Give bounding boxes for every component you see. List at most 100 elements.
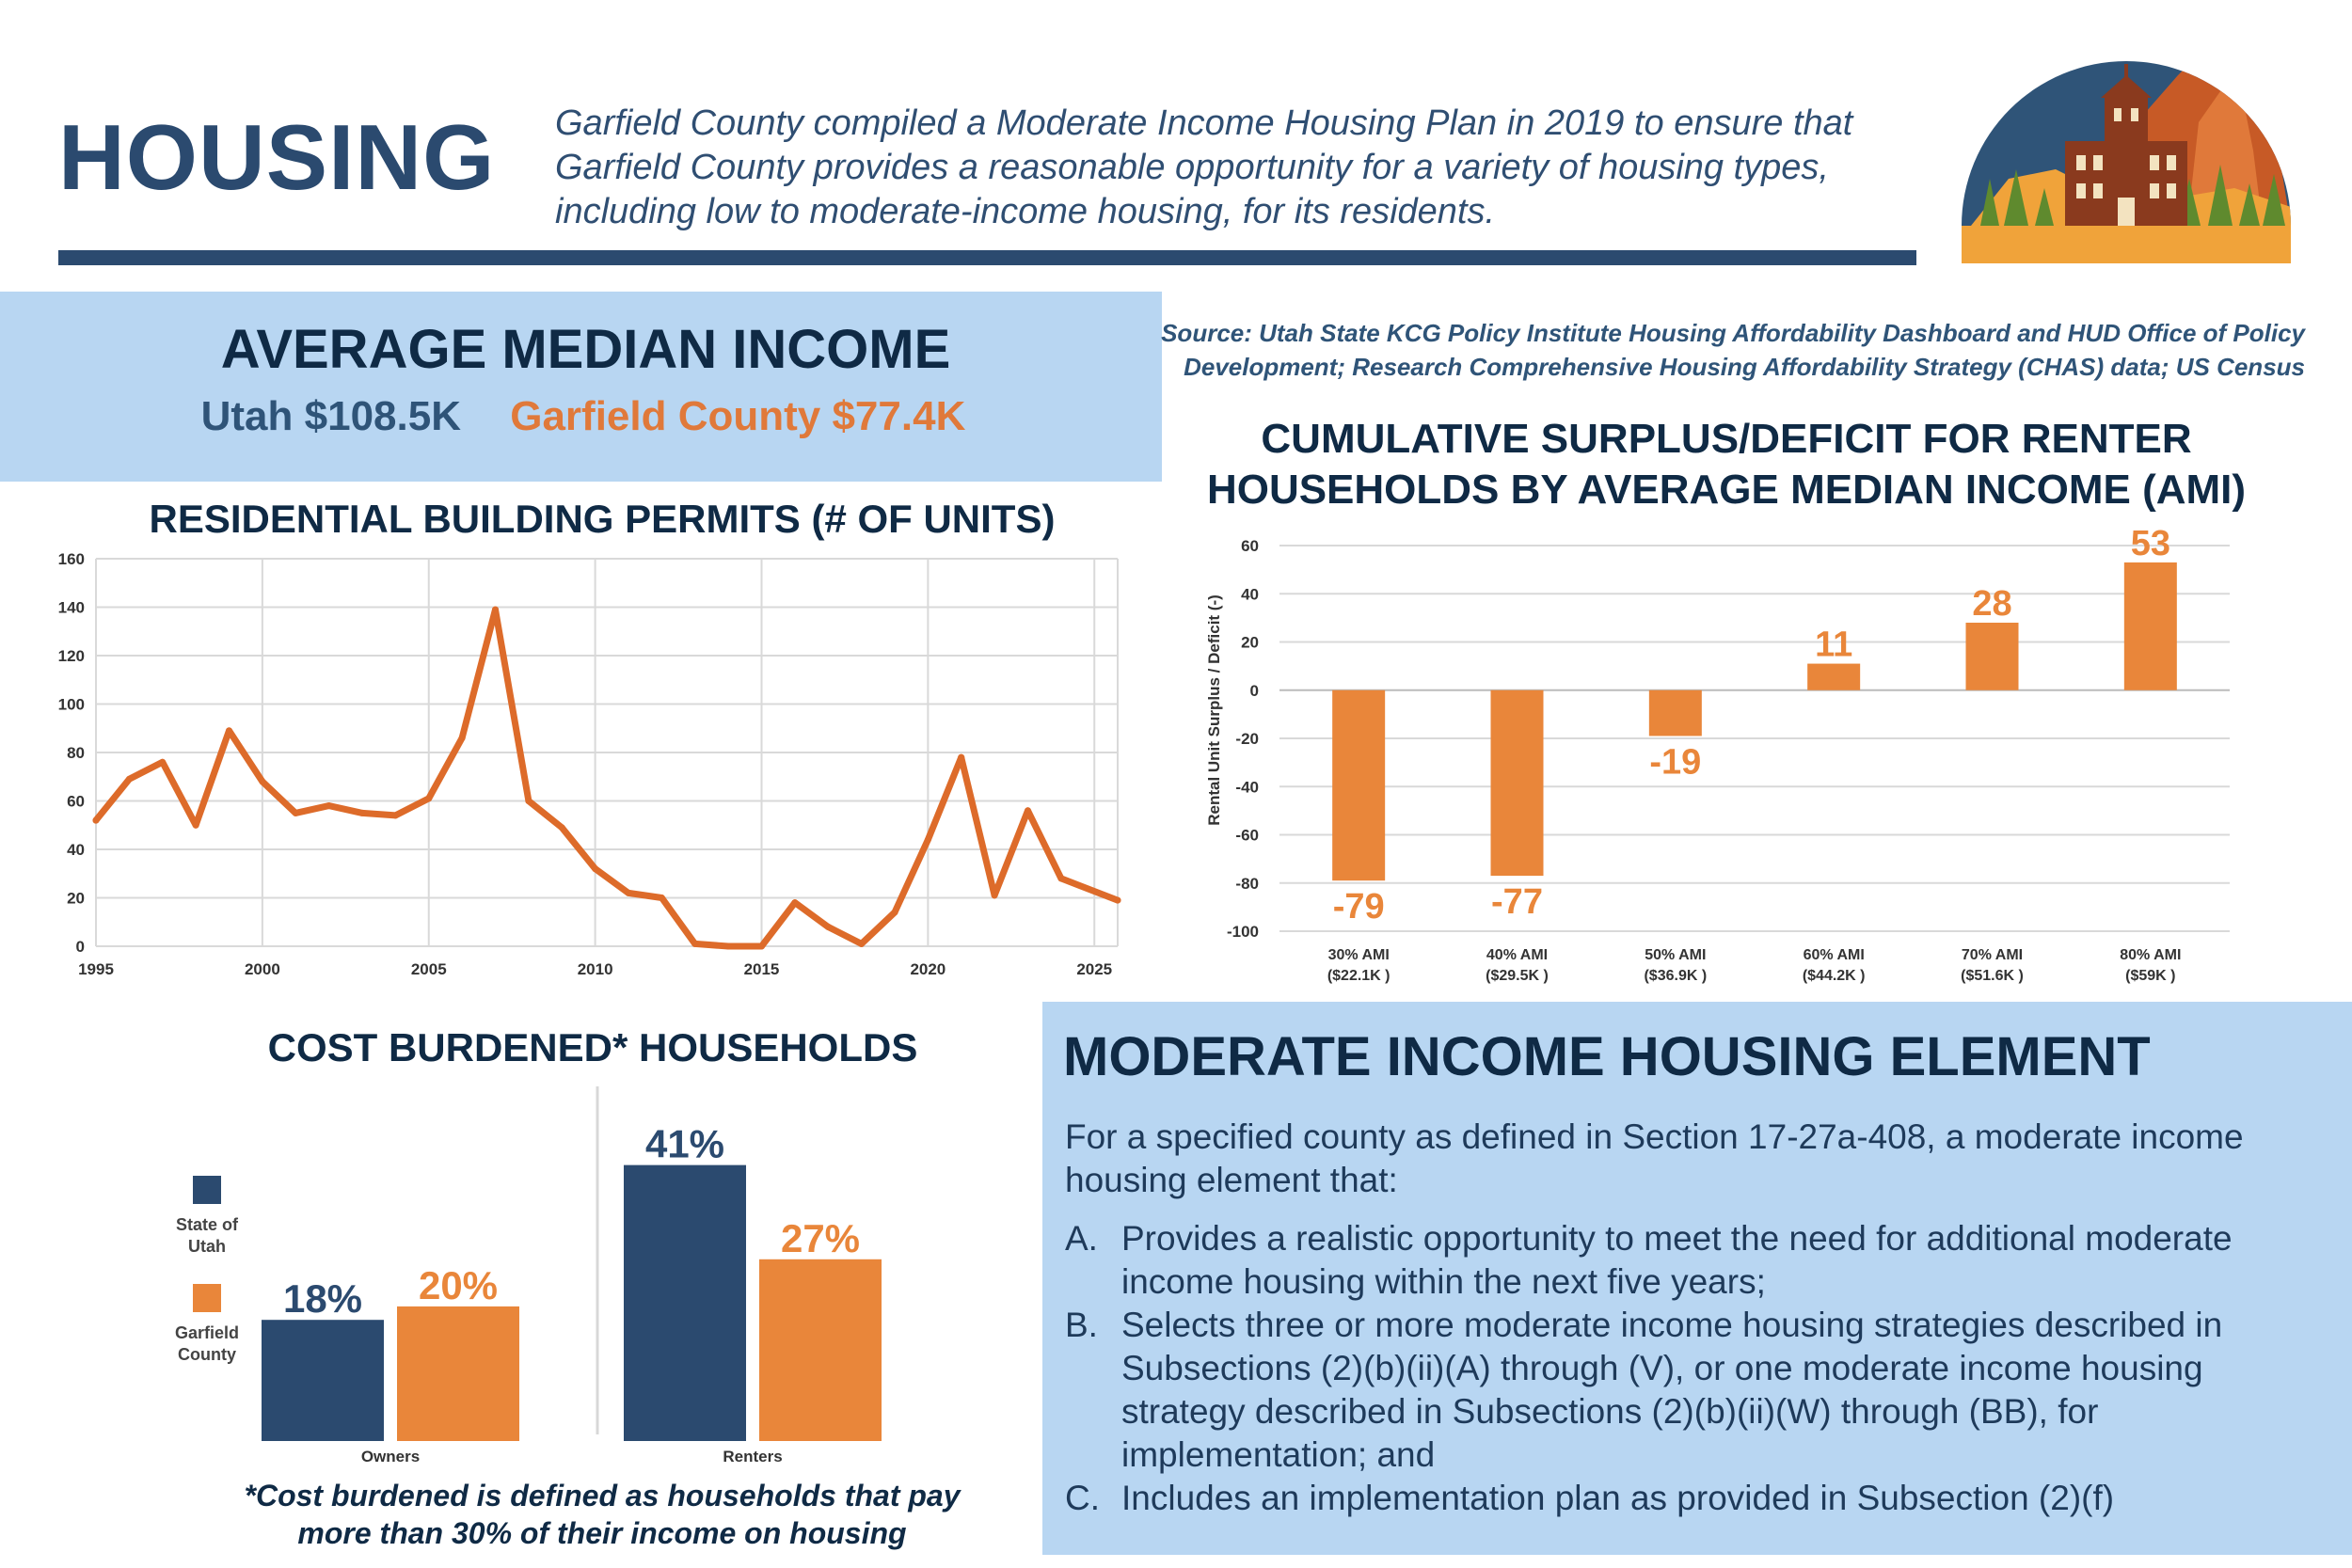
deficit-data-label: -19 [1649, 742, 1701, 782]
deficit-y-axis-label: Rental Unit Surplus / Deficit (-) [1205, 594, 1223, 826]
list-item: A. Provides a realistic opportunity to me… [1065, 1217, 2330, 1304]
deficit-data-label: -77 [1491, 882, 1543, 922]
permits-point [92, 816, 100, 824]
permits-point [491, 606, 499, 613]
deficit-x-tick-label: 50% AMI [1645, 947, 1706, 963]
permits-point [1024, 807, 1031, 815]
mih-list: A. Provides a realistic opportunity to me… [1065, 1217, 2330, 1520]
permits-point [225, 727, 232, 735]
cost-legend-label: County [178, 1345, 236, 1364]
deficit-data-labels: -79 -77 -19 11 28 53 [1333, 527, 2170, 927]
cost-x-ticks: Owners Renters [361, 1448, 783, 1465]
permits-x-tick-label: 2000 [245, 960, 280, 978]
permits-y-tick-label: 140 [58, 599, 85, 617]
deficit-x-tick-sublabel: ($44.2K ) [1803, 968, 1866, 984]
permits-point [292, 809, 299, 816]
list-item: C. Includes an implementation plan as pro… [1065, 1477, 2330, 1520]
permits-grid [95, 558, 1119, 947]
deficit-chart-title: CUMULATIVE SURPLUS/DEFICIT FOR RENTER HO… [1206, 416, 2247, 513]
deficit-x-tick-sublabel: ($59K ) [2125, 968, 2175, 984]
permits-points [92, 606, 1121, 950]
deficit-x-tick-label: 80% AMI [2120, 947, 2181, 963]
deficit-bar [1807, 663, 1861, 690]
permits-y-tick-label: 20 [67, 890, 85, 908]
permits-point [991, 892, 998, 899]
permits-y-tick-label: 40 [67, 841, 85, 859]
list-item-marker: B. [1065, 1306, 1098, 1344]
permits-y-tick-label: 80 [67, 744, 85, 762]
permits-x-ticks: 1995 2000 2005 2010 2015 2020 2025 [78, 960, 1112, 978]
permits-y-tick-label: 0 [76, 938, 85, 956]
deficit-y-tick-label: -80 [1235, 875, 1259, 893]
deficit-x-tick-sublabel: ($22.1K ) [1327, 968, 1391, 984]
cost-footnote-line-2: more than 30% of their income on housing [297, 1516, 907, 1550]
cost-bars [262, 1164, 882, 1441]
permits-point [858, 940, 866, 947]
permits-point [691, 940, 699, 947]
list-item-text: Includes an implementation plan as provi… [1121, 1479, 2115, 1517]
permits-y-tick-label: 60 [67, 793, 85, 811]
permits-point [724, 942, 732, 950]
moderate-income-housing-panel [1042, 1002, 2352, 1555]
permits-point [425, 795, 433, 802]
cost-x-tick-label: Renters [723, 1448, 782, 1465]
cost-x-tick-label: Owners [361, 1448, 420, 1465]
permits-point [358, 809, 366, 816]
permits-point [391, 812, 399, 819]
deficit-bar [1490, 689, 1544, 877]
permits-point [625, 889, 632, 896]
deficit-y-tick-label: -40 [1235, 778, 1259, 796]
list-item-marker: C. [1065, 1479, 1100, 1517]
deficit-x-tick-label: 70% AMI [1962, 947, 2023, 963]
permits-y-tick-label: 100 [58, 696, 85, 714]
cost-bar [759, 1259, 882, 1441]
permits-point [958, 753, 965, 761]
deficit-x-ticks: 30% AMI ($22.1K ) 40% AMI ($29.5K ) 50% AMI (… [1327, 947, 2182, 984]
permits-point [824, 923, 832, 930]
cost-footnote: *Cost burdened is defined as households … [132, 1477, 1073, 1552]
permits-point [1057, 875, 1065, 882]
deficit-x-tick-sublabel: ($51.6K ) [1961, 968, 2024, 984]
ami-garfield-value: Garfield County $77.4K [510, 393, 966, 439]
ami-title: AVERAGE MEDIAN INCOME [220, 319, 951, 380]
permits-point [891, 909, 898, 916]
deficit-y-tick-label: -20 [1235, 730, 1259, 748]
cost-legend: State of Utah Garfield County [175, 1176, 239, 1364]
cost-legend-swatch [193, 1176, 221, 1204]
permits-y-tick-label: 120 [58, 647, 85, 665]
deficit-bar-chart: -100 -80 -60 -40 -20 0 20 40 60 Rental Unit Surp… [1205, 527, 2230, 984]
cost-bar [624, 1164, 746, 1441]
deficit-x-tick-label: 60% AMI [1804, 947, 1865, 963]
list-item: B. Selects three or more moderate income … [1065, 1304, 2330, 1477]
permits-y-ticks: 0 20 40 60 80 100 120 140 160 [58, 550, 85, 956]
deficit-y-tick-label: -60 [1235, 827, 1259, 845]
courthouse-illustration-icon [1962, 61, 2291, 263]
deficit-data-label: 28 [1972, 584, 2011, 624]
deficit-data-label: -79 [1333, 887, 1385, 927]
deficit-bar [2123, 562, 2177, 690]
permits-x-tick-label: 2020 [910, 960, 946, 978]
page-title: HOUSING [58, 105, 496, 209]
permits-point [924, 836, 931, 844]
permits-point [192, 821, 199, 829]
permits-chart-title: RESIDENTIAL BUILDING PERMITS (# OF UNITS… [149, 497, 1056, 541]
cost-legend-label: Utah [188, 1237, 226, 1256]
cost-legend-swatch [193, 1284, 221, 1312]
permits-point [259, 778, 266, 785]
ami-utah-value: Utah $108.5K [200, 393, 461, 439]
cost-bar [262, 1320, 384, 1441]
source-note: Source: Utah State KCG Policy Institute … [1143, 316, 2305, 384]
permits-x-tick-label: 2010 [578, 960, 613, 978]
cost-bar [397, 1306, 519, 1441]
header-divider [58, 250, 1916, 265]
permits-point [159, 758, 167, 766]
deficit-x-tick-label: 40% AMI [1486, 947, 1548, 963]
deficit-y-tick-label: 20 [1241, 634, 1259, 652]
deficit-data-label: 11 [1815, 626, 1852, 665]
cost-legend-label: State of [176, 1215, 239, 1234]
average-median-income-panel [0, 292, 1162, 482]
cost-data-label: 41% [645, 1122, 724, 1166]
cost-data-labels: 18% 20% 41% 27% [283, 1122, 860, 1322]
deficit-y-tick-label: 0 [1250, 682, 1259, 700]
deficit-grid [1279, 545, 2230, 932]
